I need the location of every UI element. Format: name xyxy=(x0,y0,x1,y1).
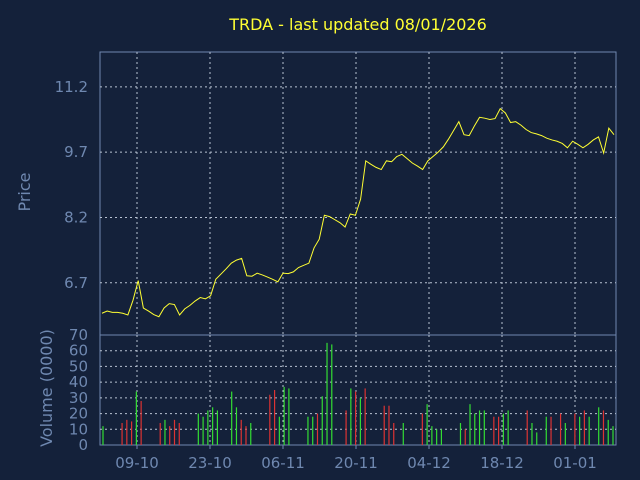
volume-axis-label: Volume (0000) xyxy=(37,329,56,447)
price-frame xyxy=(99,51,617,336)
price-tick-label: 6.7 xyxy=(64,274,88,292)
x-tick-label: 06-11 xyxy=(261,454,305,472)
volume-tick-label: 10 xyxy=(69,420,88,438)
price-tick-label: 9.7 xyxy=(64,143,88,161)
chart-title: TRDA - last updated 08/01/2026 xyxy=(228,15,487,34)
price-panel: 6.7 8.2 9.7 11.2 xyxy=(55,51,617,336)
price-axis-label: Price xyxy=(15,172,34,211)
volume-tick-label: 40 xyxy=(69,373,88,391)
x-tick-label: 23-10 xyxy=(188,454,232,472)
volume-tick-label: 20 xyxy=(69,405,88,423)
volume-tick-label: 60 xyxy=(69,342,88,360)
volume-tick-label: 30 xyxy=(69,389,88,407)
volume-tick-label: 50 xyxy=(69,357,88,375)
x-tick-label: 04-12 xyxy=(407,454,451,472)
x-tick-label: 20-11 xyxy=(334,454,378,472)
x-tick-label: 18-12 xyxy=(480,454,524,472)
volume-tick-label: 0 xyxy=(78,436,88,454)
volume-frame xyxy=(99,334,617,446)
x-axis: 09-10 23-10 06-11 20-11 04-12 18-12 01-01 xyxy=(115,445,597,472)
x-tick-label: 01-01 xyxy=(553,454,597,472)
price-tick-label: 11.2 xyxy=(55,78,88,96)
price-line xyxy=(101,107,615,318)
x-tick-label: 09-10 xyxy=(115,454,159,472)
price-tick-label: 8.2 xyxy=(64,208,88,226)
volume-tick-label: 70 xyxy=(69,326,88,344)
